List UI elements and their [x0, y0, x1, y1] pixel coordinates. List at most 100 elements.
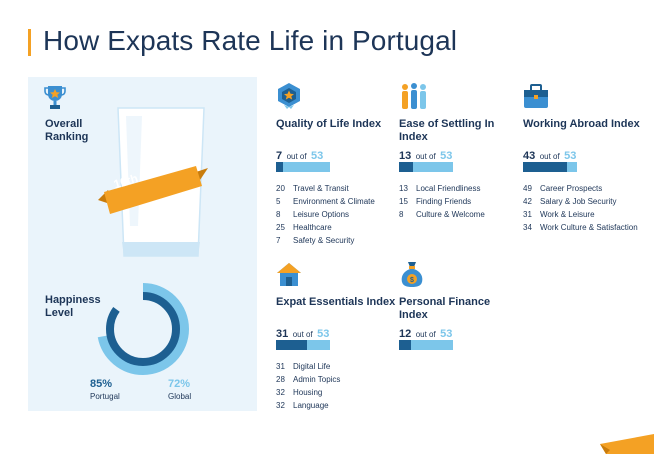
card-total: 53 [317, 328, 330, 340]
rank-bar [276, 340, 330, 350]
sub-ranking-label: Work & Leisure [540, 210, 595, 219]
sub-ranking-label: Work Culture & Satisfaction [540, 223, 638, 232]
card-title: Expat Essentials Index [276, 296, 396, 308]
rank-bar-fill [276, 340, 308, 350]
card-of: out of [415, 152, 436, 161]
sub-ranking-value: 49 [523, 184, 532, 193]
card-rank: 12 [399, 328, 412, 340]
rank-bar-fill [399, 162, 413, 172]
people-icon [402, 83, 426, 109]
portugal-happiness-label: Portugal [90, 392, 120, 401]
sub-ranking-label: Travel & Transit [293, 184, 349, 193]
sub-ranking-label: Healthcare [293, 223, 332, 232]
sub-ranking-label: Housing [293, 388, 323, 397]
sub-rankings-list: 20 Travel & Transit 5 Environment & Climate… [276, 182, 406, 247]
medal-icon [278, 83, 300, 109]
sub-ranking-row: 34 Work Culture & Satisfaction [523, 221, 653, 234]
title-accent-bar [28, 29, 31, 56]
card-total: 53 [311, 150, 324, 162]
card-rank: 7 [276, 150, 283, 162]
global-happiness-ring [97, 283, 189, 375]
card-total: 53 [440, 150, 453, 162]
briefcase-icon [524, 84, 548, 108]
portugal-happiness-pct: 85% [90, 378, 113, 390]
sub-ranking-value: 20 [276, 184, 285, 193]
sub-ranking-row: 32 Housing [276, 386, 406, 399]
global-happiness-pct: 72% [168, 378, 191, 390]
card-of: out of [415, 330, 436, 339]
sub-ranking-row: 25 Healthcare [276, 221, 406, 234]
overall-ranking-label: Overall Ranking [45, 118, 89, 143]
page-title: How Expats Rate Life in Portugal [43, 25, 458, 56]
sub-ranking-row: 49 Career Prospects [523, 182, 653, 195]
sub-ranking-value: 28 [276, 375, 285, 384]
sub-ranking-value: 7 [276, 236, 281, 245]
sub-ranking-label: Salary & Job Security [540, 197, 617, 206]
rank-bar [399, 340, 453, 350]
ranking-ribbon [98, 166, 208, 214]
sub-ranking-row: 8 Culture & Welcome [399, 208, 529, 221]
sub-ranking-value: 31 [523, 210, 532, 219]
sub-ranking-label: Environment & Climate [293, 197, 375, 206]
sub-ranking-row: 5 Environment & Climate [276, 195, 406, 208]
sub-ranking-label: Career Prospects [540, 184, 603, 193]
sub-ranking-value: 32 [276, 401, 285, 410]
sub-ranking-label: Culture & Welcome [416, 210, 485, 219]
house-icon [277, 263, 301, 286]
rank-bar [523, 162, 577, 172]
card-total: 53 [440, 328, 453, 340]
card-rank: 31 [276, 328, 289, 340]
portugal-happiness-ring [106, 292, 180, 366]
sub-ranking-value: 42 [523, 197, 532, 206]
money-bag-icon: $ [401, 262, 423, 287]
sub-ranking-row: 8 Leisure Options [276, 208, 406, 221]
sub-rankings-list: 31 Digital Life 28 Admin Topics 32 Housing 32 L… [276, 360, 406, 412]
rank-bar-fill [276, 162, 284, 172]
card-rank: 43 [523, 150, 536, 162]
sub-ranking-label: Local Friendliness [416, 184, 481, 193]
sub-ranking-value: 13 [399, 184, 408, 193]
card-score: 12 out of 53 [399, 324, 452, 342]
sub-ranking-value: 8 [276, 210, 281, 219]
card-score: 43 out of 53 [523, 146, 576, 164]
sub-ranking-value: 8 [399, 210, 404, 219]
sub-ranking-label: Leisure Options [293, 210, 350, 219]
sub-ranking-label: Safety & Security [293, 236, 355, 245]
happiness-label: Happiness Level [45, 294, 101, 319]
sub-ranking-value: 31 [276, 362, 285, 371]
corner-ribbon-decoration [600, 434, 654, 454]
card-title: Working Abroad Index [523, 118, 640, 130]
card-rank: 13 [399, 150, 412, 162]
card-title: Quality of Life Index [276, 118, 382, 130]
card-of: out of [292, 330, 313, 339]
sub-ranking-row: 42 Salary & Job Security [523, 195, 653, 208]
happiness-donut-chart [97, 283, 189, 375]
card-score: 13 out of 53 [399, 146, 452, 164]
sub-ranking-value: 32 [276, 388, 285, 397]
sub-ranking-row: 28 Admin Topics [276, 373, 406, 386]
rank-bar [276, 162, 330, 172]
sub-ranking-label: Finding Friends [416, 197, 472, 206]
sub-ranking-label: Digital Life [293, 362, 331, 371]
svg-text:$: $ [410, 277, 414, 284]
card-score: 31 out of 53 [276, 324, 329, 342]
card-title: Personal Finance Index [399, 296, 491, 321]
sub-ranking-row: 7 Safety & Security [276, 234, 406, 247]
rank-bar-fill [399, 340, 412, 350]
sub-ranking-value: 25 [276, 223, 285, 232]
sub-ranking-row: 20 Travel & Transit [276, 182, 406, 195]
rank-bar-fill [523, 162, 567, 172]
sub-ranking-row: 31 Digital Life [276, 360, 406, 373]
sub-ranking-row: 31 Work & Leisure [523, 208, 653, 221]
trophy-icon [44, 86, 66, 109]
sub-ranking-value: 34 [523, 223, 532, 232]
sub-ranking-row: 15 Finding Friends [399, 195, 529, 208]
card-of: out of [286, 152, 307, 161]
sub-ranking-value: 15 [399, 197, 408, 206]
sub-ranking-label: Language [293, 401, 329, 410]
card-title: Ease of Settling In Index [399, 118, 495, 143]
sub-ranking-row: 32 Language [276, 399, 406, 412]
rank-bar [399, 162, 453, 172]
global-happiness-label: Global [168, 392, 192, 401]
card-total: 53 [564, 150, 577, 162]
